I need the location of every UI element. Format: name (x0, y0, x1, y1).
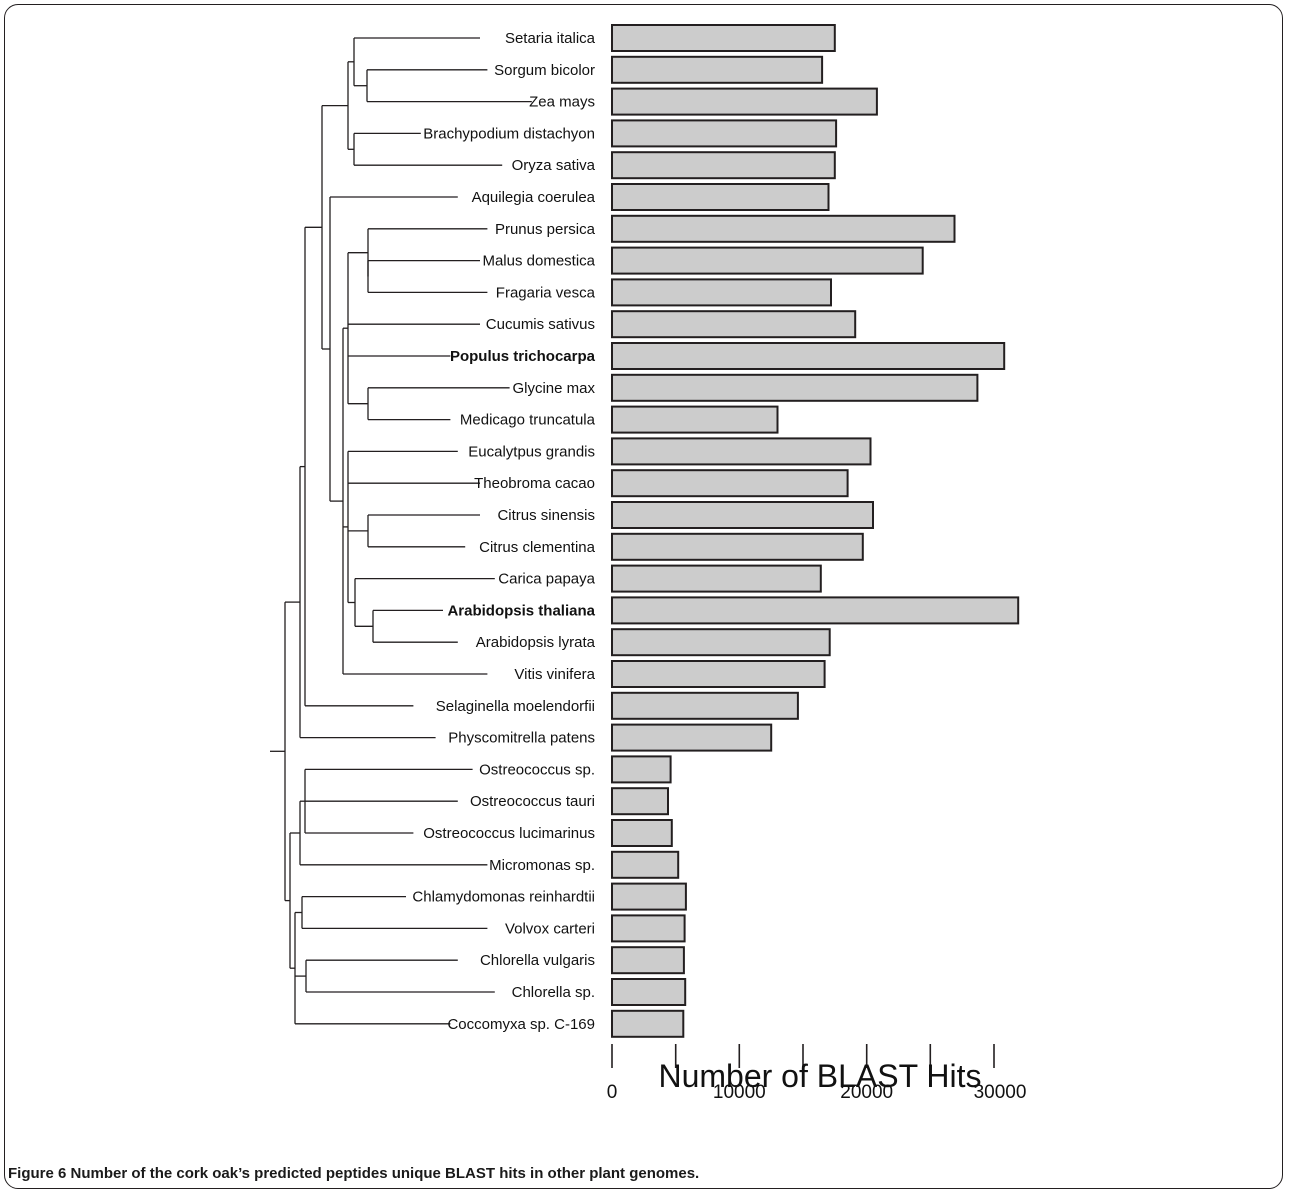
category-label-ostreococcus-sp: Ostreococcus sp. (479, 761, 595, 778)
bar-ostreococcus-lucimarinus (612, 820, 672, 846)
category-label-arabidopsis-lyrata: Arabidopsis lyrata (476, 634, 596, 651)
bar-chlamydomonas-reinhardtii (612, 884, 686, 910)
category-label-micromonas-sp: Micromonas sp. (489, 857, 595, 874)
bar-aquilegia-coerulea (612, 184, 829, 210)
bar-zea-mays (612, 89, 877, 115)
x-tick-label-0: 0 (607, 1082, 618, 1103)
bar-eucalytpus-grandis (612, 438, 871, 464)
phylogenetic-tree (270, 38, 532, 1024)
bar-malus-domestica (612, 248, 923, 274)
bar-setaria-italica (612, 25, 835, 51)
x-axis-title: Number of BLAST Hits (658, 1058, 981, 1094)
bar-cucumis-sativus (612, 311, 855, 337)
category-label-malus-domestica: Malus domestica (482, 253, 595, 270)
bar-physcomitrella-patens (612, 725, 771, 751)
category-label-zea-mays: Zea mays (529, 94, 595, 111)
caption-label: Figure 6 (8, 1165, 66, 1182)
bar-vitis-vinifera (612, 661, 825, 687)
bar-fragaria-vesca (612, 279, 831, 305)
category-label-eucalytpus-grandis: Eucalytpus grandis (468, 443, 595, 460)
category-label-cucumis-sativus: Cucumis sativus (486, 316, 595, 333)
bar-medicago-truncatula (612, 407, 778, 433)
bar-sorgum-bicolor (612, 57, 822, 83)
bar-chlorella-vulgaris (612, 947, 684, 973)
bar-oryza-sativa (612, 152, 835, 178)
category-label-setaria-italica: Setaria italica (505, 30, 596, 47)
category-label-citrus-clementina: Citrus clementina (479, 539, 596, 556)
category-label-physcomitrella-patens: Physcomitrella patens (448, 730, 595, 747)
category-label-chlamydomonas-reinhardtii: Chlamydomonas reinhardtii (412, 889, 595, 906)
category-label-citrus-sinensis: Citrus sinensis (497, 507, 595, 524)
bars (612, 25, 1018, 1037)
category-label-fragaria-vesca: Fragaria vesca (496, 284, 596, 301)
caption-text: Number of the cork oak’s predicted pepti… (71, 1165, 700, 1182)
category-label-sorgum-bicolor: Sorgum bicolor (494, 62, 595, 79)
category-label-chlorella-sp: Chlorella sp. (512, 984, 595, 1001)
bar-populus-trichocarpa (612, 343, 1004, 369)
category-label-oryza-sativa: Oryza sativa (512, 157, 596, 174)
category-label-prunus-persica: Prunus persica (495, 221, 596, 238)
bar-citrus-sinensis (612, 502, 873, 528)
category-label-carica-papaya: Carica papaya (498, 571, 595, 588)
bar-arabidopsis-lyrata (612, 629, 830, 655)
category-label-aquilegia-coerulea: Aquilegia coerulea (472, 189, 596, 206)
category-label-theobroma-cacao: Theobroma cacao (474, 475, 595, 492)
category-label-volvox-carteri: Volvox carteri (505, 920, 595, 937)
bar-glycine-max (612, 375, 977, 401)
bar-arabidopsis-thaliana (612, 597, 1018, 623)
category-label-medicago-truncatula: Medicago truncatula (460, 412, 596, 429)
category-label-selaginella-moelendorfii: Selaginella moelendorfii (436, 698, 595, 715)
figure-caption: Figure 6 Number of the cork oak’s predic… (8, 1165, 699, 1182)
category-label-populus-trichocarpa: Populus trichocarpa (450, 348, 596, 365)
bar-carica-papaya (612, 566, 821, 592)
category-label-ostreococcus-lucimarinus: Ostreococcus lucimarinus (423, 825, 595, 842)
bar-selaginella-moelendorfii (612, 693, 798, 719)
category-label-arabidopsis-thaliana: Arabidopsis thaliana (447, 602, 595, 619)
bar-prunus-persica (612, 216, 955, 242)
bar-volvox-carteri (612, 915, 685, 941)
category-label-glycine-max: Glycine max (512, 380, 595, 397)
category-label-brachypodium-distachyon: Brachypodium distachyon (423, 125, 595, 142)
bar-chart: Setaria italica Sorgum bicolor Zea mays Bra… (0, 0, 1289, 1160)
category-label-chlorella-vulgaris: Chlorella vulgaris (480, 952, 595, 969)
bar-micromonas-sp (612, 852, 678, 878)
bar-ostreococcus-sp (612, 756, 671, 782)
bar-theobroma-cacao (612, 470, 848, 496)
category-labels: Setaria italica Sorgum bicolor Zea mays Bra… (412, 30, 595, 1033)
bar-chlorella-sp (612, 979, 685, 1005)
bar-brachypodium-distachyon (612, 120, 836, 146)
bar-coccomyxa-sp-c-169 (612, 1011, 683, 1037)
category-label-vitis-vinifera: Vitis vinifera (514, 666, 595, 683)
bar-citrus-clementina (612, 534, 863, 560)
category-label-coccomyxa-sp-c-169: Coccomyxa sp. C-169 (447, 1016, 595, 1033)
category-label-ostreococcus-tauri: Ostreococcus tauri (470, 793, 595, 810)
bar-ostreococcus-tauri (612, 788, 668, 814)
